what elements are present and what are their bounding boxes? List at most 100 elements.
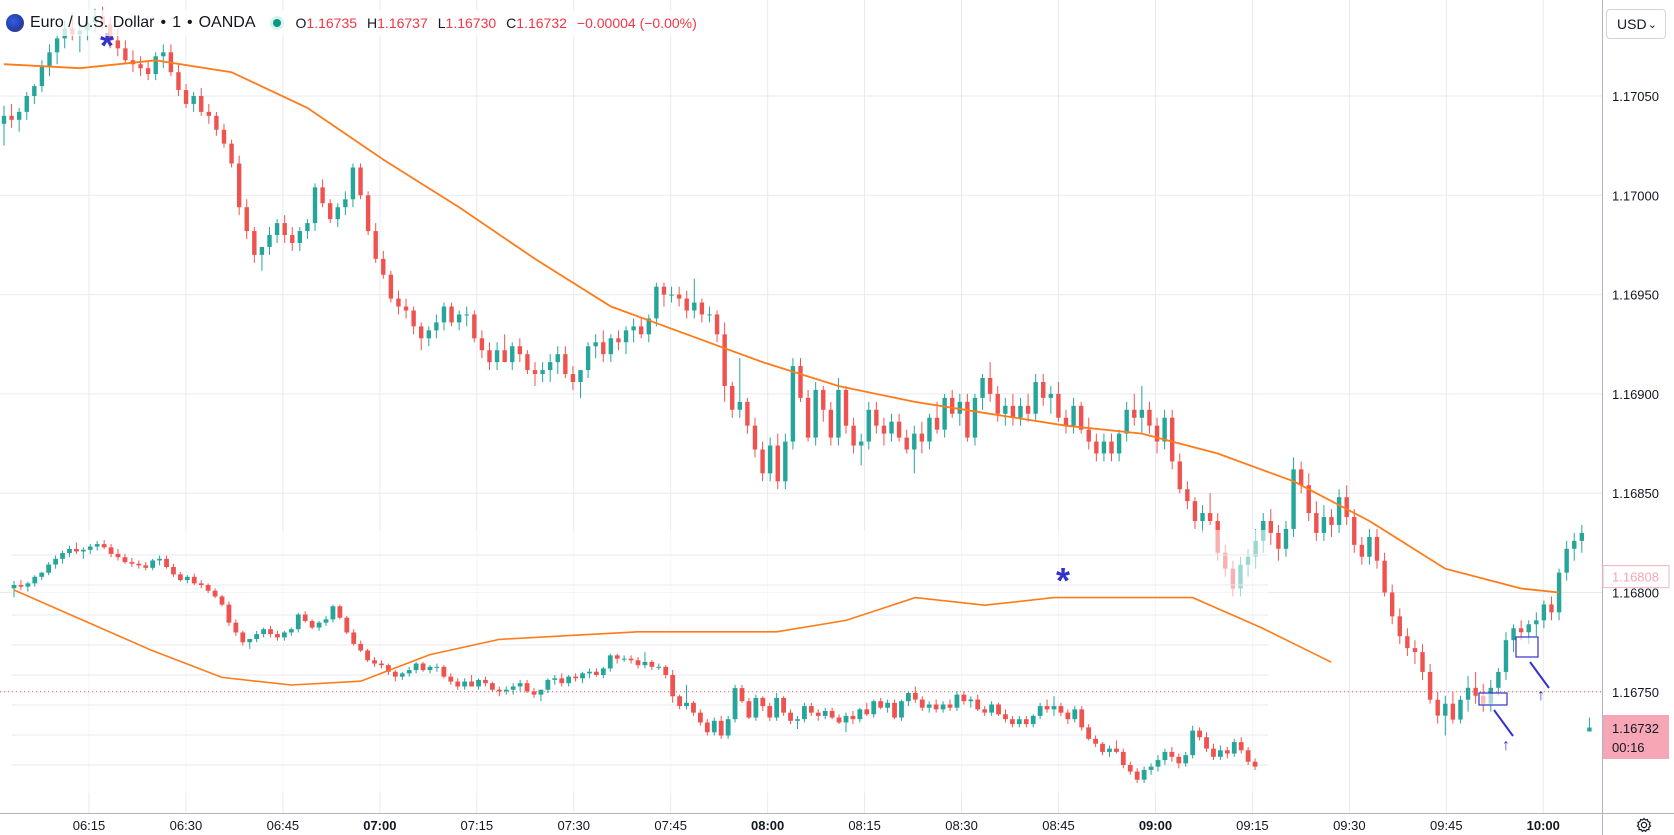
ohlc-values: O1.16735 H1.16737 L1.16730 C1.16732 −0.0… xyxy=(296,15,697,31)
overlay-candle-body xyxy=(406,670,412,674)
candle-body xyxy=(1382,560,1387,593)
overlay-candle-body xyxy=(1065,712,1071,720)
overlay-candle-body xyxy=(1162,751,1168,761)
overlay-candle-body xyxy=(288,629,294,633)
candle-body xyxy=(206,111,212,116)
overlay-candle-body xyxy=(25,583,31,587)
currency-selector[interactable]: USD ⌄ xyxy=(1606,9,1666,39)
candle-body xyxy=(388,274,394,299)
overlay-candle-body xyxy=(1197,730,1202,738)
overlay-candle-body xyxy=(337,606,343,618)
symbol-name[interactable]: Euro / U.S. Dollar xyxy=(30,14,155,31)
candle-body xyxy=(912,433,917,450)
overlay-candle-body xyxy=(302,614,308,621)
candle-body xyxy=(798,366,803,398)
candle-body xyxy=(396,298,401,307)
overlay-candle-body xyxy=(926,704,932,708)
candle-body xyxy=(305,223,310,232)
overlay-candle-body xyxy=(691,702,696,713)
low-key: L xyxy=(437,15,446,31)
candle-body xyxy=(464,314,469,316)
candle-body xyxy=(214,115,219,130)
overlay-candle-body xyxy=(1148,766,1154,770)
candle-body xyxy=(570,374,576,382)
overlay-candle-body xyxy=(836,717,842,723)
overlay-candle-body xyxy=(254,634,260,639)
candle-body xyxy=(320,187,325,204)
candle-body xyxy=(692,302,697,311)
overlay-candle-body xyxy=(191,576,197,584)
overlay-candle-body xyxy=(517,683,523,687)
candle-body xyxy=(532,370,538,375)
settings-button[interactable] xyxy=(1634,815,1654,835)
overlay-candle-body xyxy=(94,544,100,547)
x-tick-label: 09:15 xyxy=(1236,818,1269,833)
overlay-candle-body xyxy=(503,689,509,692)
candle-body xyxy=(1094,441,1099,454)
overlay-candle-body xyxy=(704,722,710,733)
overlay-candle-body xyxy=(282,632,287,638)
overlay-candle-body xyxy=(1169,751,1175,757)
close-value: 1.16732 xyxy=(516,15,567,31)
candle-body xyxy=(115,40,120,49)
overlay-candle-body xyxy=(219,596,225,605)
overlay-candle-body xyxy=(1023,719,1029,725)
candle-body xyxy=(1025,405,1031,414)
overlay-candle-body xyxy=(157,558,162,561)
candle-body xyxy=(654,286,659,319)
candle-body xyxy=(699,302,705,315)
x-tick-label: 07:30 xyxy=(557,818,590,833)
candle-body xyxy=(965,401,970,438)
candle-body xyxy=(1162,417,1167,442)
legend-separator: • xyxy=(160,14,167,31)
candle-body xyxy=(1450,703,1456,720)
candle-body xyxy=(267,235,272,247)
overlay-candle-body xyxy=(101,544,107,548)
overlay-candle-body xyxy=(1231,742,1237,754)
candle-body xyxy=(411,310,416,327)
overlay-candle-body xyxy=(1003,714,1008,720)
candle-body xyxy=(1116,433,1122,454)
overlay-candle-body xyxy=(1044,706,1050,710)
candle-body xyxy=(191,96,196,104)
candle-body xyxy=(1283,528,1289,549)
overlay-candle-body xyxy=(711,720,717,733)
candle-body xyxy=(601,342,606,355)
candle-body xyxy=(646,318,651,335)
candle-body xyxy=(312,187,318,224)
overlay-candle-body xyxy=(198,583,204,585)
candle-body xyxy=(1086,429,1091,442)
x-tick-label: 10:00 xyxy=(1527,818,1560,833)
overlay-candle-body xyxy=(600,668,606,675)
open-value: 1.16735 xyxy=(306,15,358,31)
overlay-candle-body xyxy=(496,689,502,692)
overlay-candle-body xyxy=(559,678,565,684)
candle-body xyxy=(1056,393,1061,418)
interval-label[interactable]: 1 xyxy=(172,14,181,31)
overlay-candle-body xyxy=(892,702,897,718)
candle-body xyxy=(441,306,447,323)
candle-body xyxy=(851,425,856,446)
overlay-candle-body xyxy=(129,562,135,564)
candle-body xyxy=(1314,513,1319,533)
y-tick-label: 1.16900 xyxy=(1612,387,1659,402)
candle-body xyxy=(1276,532,1281,549)
overlay-candle-body xyxy=(718,720,724,736)
overlay-candle-body xyxy=(725,719,731,736)
overlay-candle-body xyxy=(1016,719,1022,725)
candle-body xyxy=(138,64,143,69)
overlay-candle-body xyxy=(1224,750,1230,754)
x-tick-label: 06:15 xyxy=(73,818,106,833)
overlay-candle-body xyxy=(1093,738,1098,744)
market-status-icon[interactable] xyxy=(269,16,284,30)
candle-body xyxy=(1458,699,1463,720)
overlay-candle-body xyxy=(323,619,329,623)
y-tick-label: 1.17000 xyxy=(1612,188,1659,203)
overlay-candle-body xyxy=(240,632,246,643)
candle-body xyxy=(684,298,689,311)
candle-body xyxy=(456,314,462,323)
ma-price-tag xyxy=(1602,565,1670,589)
candle-body xyxy=(1124,409,1129,434)
